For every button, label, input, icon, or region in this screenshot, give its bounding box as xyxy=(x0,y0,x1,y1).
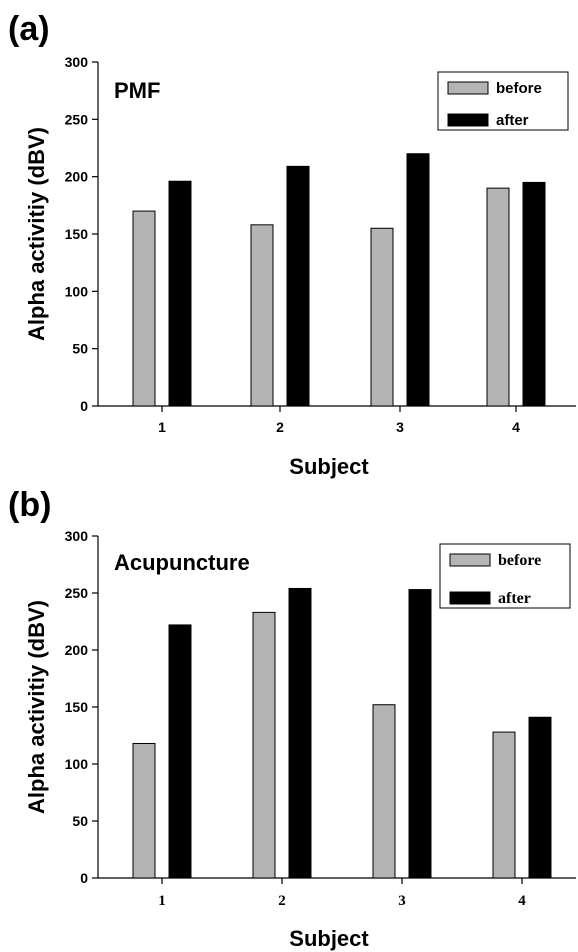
y-axis-title: Alpha activitiy (dBV) xyxy=(24,127,49,341)
legend-label-before: before xyxy=(498,552,541,569)
y-axis-title: Alpha activitiy (dBV) xyxy=(24,600,49,814)
bar-after-subject-3 xyxy=(408,589,432,879)
x-tick-label: 2 xyxy=(278,893,286,909)
y-tick-label: 300 xyxy=(65,528,89,544)
y-tick-label: 0 xyxy=(80,870,88,886)
bar-before-subject-4 xyxy=(492,731,516,879)
y-tick-label: 100 xyxy=(65,283,89,299)
bar-before-subject-3 xyxy=(372,704,396,879)
bar-after-subject-2 xyxy=(286,165,310,407)
legend-label-before: before xyxy=(496,80,542,97)
y-tick-label: 300 xyxy=(65,54,89,70)
x-axis-title: Subject xyxy=(289,926,369,951)
x-tick-label: 3 xyxy=(398,893,406,909)
y-tick-label: 50 xyxy=(72,813,88,829)
x-tick-label: 1 xyxy=(158,893,166,909)
panel-label: (a) xyxy=(8,10,50,48)
x-tick-label: 2 xyxy=(276,419,284,435)
y-tick-label: 150 xyxy=(65,699,89,715)
legend-label-after: after xyxy=(498,590,531,607)
bar-after-subject-3 xyxy=(406,153,430,407)
x-tick-label: 3 xyxy=(396,419,404,435)
y-tick-label: 50 xyxy=(72,341,88,357)
x-tick-label: 1 xyxy=(158,419,166,435)
bar-before-subject-2 xyxy=(250,224,274,407)
y-tick-label: 250 xyxy=(65,111,89,127)
x-tick-label: 4 xyxy=(518,893,526,909)
bar-after-subject-1 xyxy=(168,624,192,879)
bar-before-subject-3 xyxy=(370,227,394,407)
bar-before-subject-1 xyxy=(132,210,156,407)
y-tick-label: 200 xyxy=(65,169,89,185)
legend-swatch-after xyxy=(447,113,489,127)
y-tick-label: 200 xyxy=(65,642,89,658)
legend-swatch-after xyxy=(449,591,491,605)
x-axis-title: Subject xyxy=(289,454,369,479)
chart-inset-title: Acupuncture xyxy=(114,550,250,575)
y-tick-label: 0 xyxy=(80,398,88,414)
bar-before-subject-4 xyxy=(486,187,510,407)
chart-panel-a: (a) 0 50 100 150 200 250 300 1 2 3 4 PMF Alpha activi… xyxy=(8,10,576,479)
bar-after-subject-1 xyxy=(168,180,192,407)
y-tick-label: 100 xyxy=(65,756,89,772)
legend-label-after: after xyxy=(496,112,529,129)
legend-swatch-before xyxy=(449,553,491,567)
chart-inset-title: PMF xyxy=(114,78,160,103)
legend-swatch-before xyxy=(447,81,489,95)
chart-panel-b: (b) 0 50 100 150 200 250 300 1 2 3 4 Acupuncture Alph… xyxy=(8,486,576,951)
y-tick-label: 250 xyxy=(65,585,89,601)
bar-after-subject-2 xyxy=(288,587,312,879)
bar-before-subject-1 xyxy=(132,742,156,879)
y-tick-label: 150 xyxy=(65,226,89,242)
bar-after-subject-4 xyxy=(528,716,552,879)
x-tick-label: 4 xyxy=(512,419,520,435)
bar-after-subject-4 xyxy=(522,181,546,407)
panel-label: (b) xyxy=(8,486,51,524)
bar-before-subject-2 xyxy=(252,611,276,879)
